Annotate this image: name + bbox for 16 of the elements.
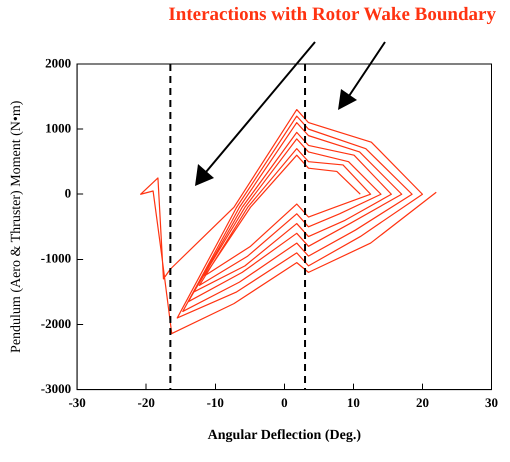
x-tick-label: 20 [416, 394, 429, 410]
y-tick-label: -3000 [40, 380, 72, 396]
x-tick-label: -20 [138, 394, 155, 410]
y-tick-label: 1000 [45, 120, 72, 136]
y-tick-label: 0 [64, 186, 72, 201]
x-tick-label: -10 [206, 394, 224, 410]
y-tick-label: -1000 [40, 250, 72, 266]
y-tick-label: -2000 [40, 316, 72, 331]
x-tick-label: 0 [281, 394, 288, 410]
y-tick-label: 2000 [45, 55, 72, 70]
x-axis-title: Angular Deflection (Deg.) [208, 428, 362, 444]
x-tick-label: -30 [68, 394, 86, 410]
chart-title: Interactions with Rotor Wake Boundary [168, 4, 496, 26]
x-tick-label: 10 [346, 394, 360, 410]
x-tick-label: 30 [485, 394, 498, 410]
y-axis-title: Pendulum (Aero & Thruster) Moment (N•m) [9, 100, 24, 353]
